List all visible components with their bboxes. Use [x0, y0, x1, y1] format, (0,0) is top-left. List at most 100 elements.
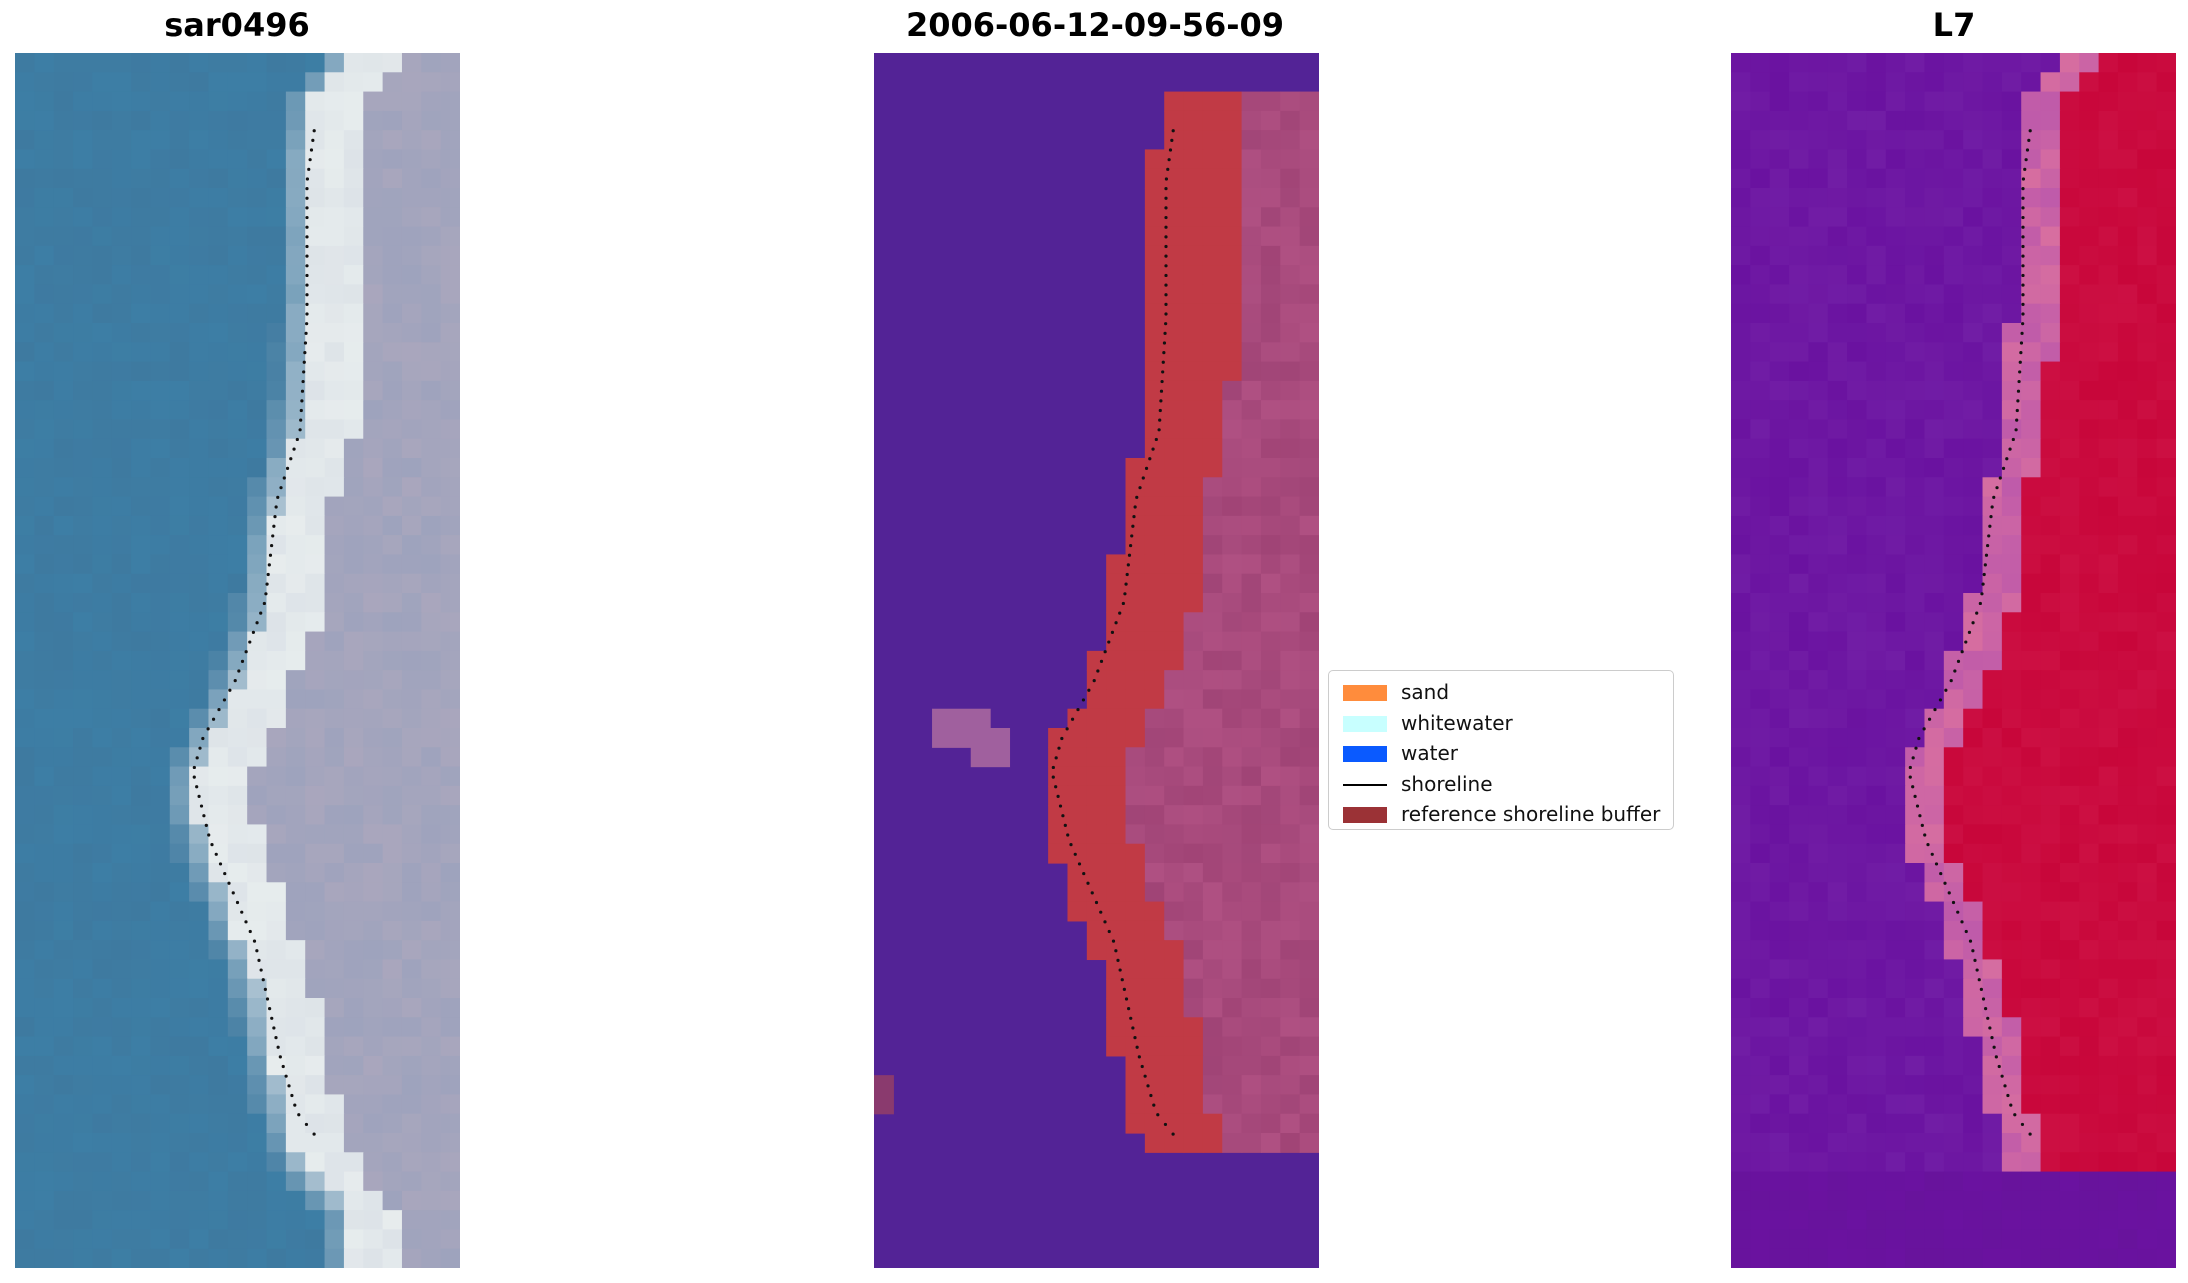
index-pixel — [1750, 438, 1771, 459]
index-pixel — [1924, 959, 1945, 980]
index-pixel — [2117, 91, 2138, 112]
image-pixel — [189, 400, 210, 421]
image-pixel — [92, 188, 113, 208]
image-pixel — [363, 1055, 384, 1076]
index-pixel — [1808, 342, 1829, 363]
image-pixel — [15, 149, 35, 170]
buffer-pixel — [1086, 689, 1107, 710]
image-pixel — [53, 1152, 74, 1173]
land-pixel — [1241, 998, 1262, 1018]
index-pixel — [1769, 1171, 1790, 1192]
image-pixel — [401, 72, 422, 93]
buffer-pixel — [1202, 342, 1223, 363]
index-pixel — [1847, 824, 1868, 845]
land-pixel — [1222, 728, 1243, 748]
index-pixel — [1982, 554, 2003, 575]
index-pixel — [1847, 940, 1868, 961]
index-pixel — [2040, 612, 2061, 633]
image-pixel — [247, 91, 268, 112]
shoreline-dot — [1129, 1016, 1133, 1020]
shoreline-dot — [1982, 572, 1986, 577]
image-pixel — [34, 380, 55, 401]
image-pixel — [343, 689, 364, 710]
shoreline-dot — [1159, 389, 1164, 393]
index-pixel — [1905, 689, 1926, 710]
index-pixel — [1827, 400, 1848, 421]
image-pixel — [440, 419, 460, 440]
image-pixel — [169, 477, 190, 498]
land-pixel — [1280, 1017, 1301, 1038]
image-pixel — [343, 1113, 364, 1134]
index-pixel — [1982, 188, 2003, 208]
land-pixel — [1241, 728, 1262, 748]
land-pixel — [1260, 188, 1281, 208]
image-pixel — [53, 631, 74, 652]
index-pixel — [1905, 1036, 1926, 1057]
land-pixel — [1164, 708, 1185, 729]
land-pixel — [1202, 978, 1223, 999]
index-pixel — [1963, 515, 1984, 536]
image-pixel — [92, 785, 113, 806]
image-pixel — [131, 1055, 152, 1076]
index-pixel — [1731, 728, 1751, 748]
index-pixel — [1731, 882, 1751, 903]
index-pixel — [1769, 901, 1790, 922]
image-pixel — [324, 978, 345, 999]
image-pixel — [92, 72, 113, 93]
image-pixel — [92, 901, 113, 922]
index-pixel — [1885, 110, 1906, 131]
image-pixel — [208, 284, 229, 305]
shoreline-dot — [237, 669, 241, 673]
image-pixel — [227, 631, 248, 652]
shoreline-dot — [1135, 1045, 1139, 1049]
image-pixel — [150, 1094, 171, 1115]
land-pixel — [1202, 593, 1223, 613]
land-pixel — [1222, 747, 1243, 768]
image-pixel — [53, 303, 74, 324]
index-pixel — [1769, 72, 1790, 93]
image-pixel — [15, 805, 35, 826]
shoreline-dot — [276, 495, 280, 499]
index-pixel — [2059, 650, 2080, 671]
legend-item-whitewater: whitewater — [1337, 708, 1665, 739]
land-pixel — [1241, 554, 1262, 575]
index-pixel — [2040, 515, 2061, 536]
image-pixel — [440, 110, 460, 131]
image-pixel — [382, 535, 403, 556]
image-pixel — [363, 303, 384, 324]
image-pixel — [34, 53, 55, 73]
index-pixel — [1982, 323, 2003, 343]
index-pixel — [1847, 863, 1868, 883]
index-pixel — [2079, 882, 2100, 903]
image-pixel — [169, 72, 190, 93]
image-pixel — [15, 1171, 35, 1192]
image-pixel — [227, 689, 248, 710]
index-pixel — [1789, 612, 1809, 633]
shoreline-dot — [198, 746, 202, 750]
image-pixel — [34, 438, 55, 459]
index-pixel — [2021, 400, 2042, 421]
land-pixel — [1241, 805, 1262, 826]
index-pixel — [1789, 419, 1809, 440]
land-pixel — [1280, 1036, 1301, 1057]
image-pixel — [324, 670, 345, 691]
image-pixel — [363, 1133, 384, 1153]
index-pixel — [2059, 380, 2080, 401]
image-pixel — [421, 284, 442, 305]
index-pixel — [2059, 323, 2080, 343]
index-pixel — [2098, 110, 2119, 131]
image-pixel — [324, 284, 345, 305]
image-pixel — [169, 1094, 190, 1115]
index-pixel — [2156, 1171, 2176, 1192]
index-pixel — [1769, 284, 1790, 305]
image-pixel — [324, 168, 345, 189]
shoreline-dot — [255, 621, 259, 625]
index-pixel — [2001, 940, 2022, 961]
image-pixel — [92, 535, 113, 556]
image-pixel — [382, 477, 403, 498]
index-pixel — [1731, 477, 1751, 498]
index-pixel — [1769, 110, 1790, 131]
land-pixel — [1280, 747, 1301, 768]
shoreline-dot — [1141, 476, 1145, 480]
index-pixel — [1808, 72, 1829, 93]
